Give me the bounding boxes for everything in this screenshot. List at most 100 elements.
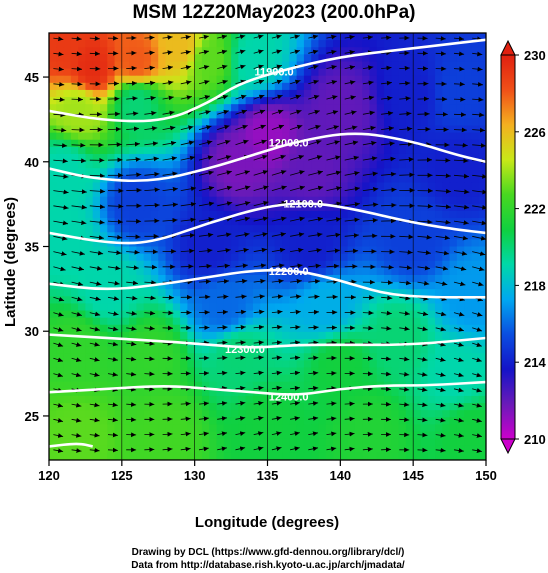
temperature-cell [136, 218, 145, 226]
x-tick-label: 145 [402, 468, 424, 483]
temperature-cell [267, 267, 276, 276]
temperature-cell [347, 403, 356, 411]
wind-arrow [53, 143, 68, 148]
temperature-cell [376, 353, 385, 361]
temperature-cell [464, 424, 473, 433]
temperature-cell [245, 431, 254, 440]
temperature-cell [136, 189, 145, 198]
temperature-cell [405, 445, 414, 454]
wind-arrow [253, 355, 264, 361]
temperature-cell [194, 388, 203, 397]
temperature-cell [114, 388, 123, 397]
temperature-cell [311, 189, 320, 198]
temperature-cell [449, 438, 458, 447]
temperature-cell [194, 75, 203, 84]
temperature-cell [136, 395, 145, 404]
temperature-cell [413, 296, 422, 305]
temperature-cell [85, 317, 94, 326]
temperature-cell [267, 189, 276, 198]
temperature-cell [231, 339, 239, 347]
temperature-cell [471, 111, 480, 119]
temperature-cell [318, 68, 327, 77]
temperature-cell [121, 54, 130, 63]
temperature-cell [325, 431, 334, 440]
temperature-cell [92, 317, 101, 326]
wind-arrow [89, 432, 100, 438]
temperature-cell [464, 75, 473, 84]
temperature-cell [180, 125, 188, 134]
temperature-cell [136, 161, 145, 169]
temperature-cell [85, 111, 94, 119]
temperature-cell [129, 282, 137, 290]
temperature-cell [201, 175, 210, 184]
temperature-cell [92, 424, 101, 433]
wind-arrow [253, 232, 268, 237]
temperature-cell [150, 424, 159, 433]
temperature-cell [376, 189, 385, 198]
temperature-cell [435, 232, 443, 240]
temperature-cell [464, 111, 473, 119]
temperature-cell [172, 260, 181, 269]
temperature-cell [325, 296, 334, 305]
temperature-cell [92, 331, 101, 340]
temperature-cell [376, 33, 385, 41]
temperature-cell [420, 388, 429, 397]
temperature-cell [464, 289, 473, 297]
temperature-cell [398, 395, 407, 404]
temperature-cell [420, 189, 429, 198]
temperature-cell [303, 424, 312, 433]
temperature-cell [187, 360, 196, 369]
wind-arrow [453, 433, 464, 438]
temperature-cell [49, 182, 57, 191]
temperature-cell [56, 274, 65, 283]
temperature-cell [150, 161, 159, 169]
temperature-cell [435, 438, 443, 447]
temperature-cell [63, 161, 72, 169]
temperature-cell [464, 246, 473, 255]
wind-arrow [326, 263, 340, 269]
temperature-cell [216, 239, 225, 248]
temperature-cell [354, 274, 363, 283]
temperature-cell [223, 395, 232, 404]
temperature-cell [172, 289, 181, 297]
wind-arrow [162, 110, 175, 116]
wind-arrow [381, 264, 394, 270]
temperature-cell [427, 324, 436, 333]
wind-arrow [107, 432, 118, 438]
temperature-cell [150, 132, 159, 141]
wind-arrow [126, 65, 137, 71]
temperature-cell [136, 403, 145, 411]
temperature-cell [289, 111, 298, 119]
temperature-cell [216, 403, 225, 411]
temperature-cell [99, 410, 108, 418]
temperature-cell [231, 310, 239, 319]
temperature-cell [216, 417, 225, 426]
wind-arrow [308, 446, 319, 452]
temperature-cell [369, 367, 378, 376]
temperature-cell [99, 203, 108, 212]
temperature-cell [136, 153, 145, 162]
temperature-cell [201, 132, 210, 141]
wind-arrow [180, 416, 191, 422]
wind-arrow [107, 372, 118, 377]
wind-arrow [253, 446, 264, 451]
temperature-cell [180, 175, 188, 184]
temperature-cell [194, 310, 203, 319]
temperature-cell [289, 125, 298, 134]
temperature-cell [413, 182, 422, 191]
temperature-cell [347, 118, 356, 127]
x-axis: 120 125 130 135 140 145 150 [38, 460, 497, 483]
temperature-cell [267, 445, 276, 454]
temperature-cell [376, 125, 385, 134]
temperature-cell [209, 303, 218, 312]
temperature-cell [85, 175, 94, 184]
temperature-cell [99, 381, 108, 390]
wind-arrow [107, 402, 118, 408]
temperature-cell [209, 139, 218, 148]
temperature-cell [442, 182, 451, 191]
temperature-cell [121, 317, 130, 326]
temperature-cell [252, 82, 261, 91]
temperature-cell [427, 410, 436, 418]
temperature-cell [216, 168, 225, 176]
temperature-cell [478, 47, 486, 55]
